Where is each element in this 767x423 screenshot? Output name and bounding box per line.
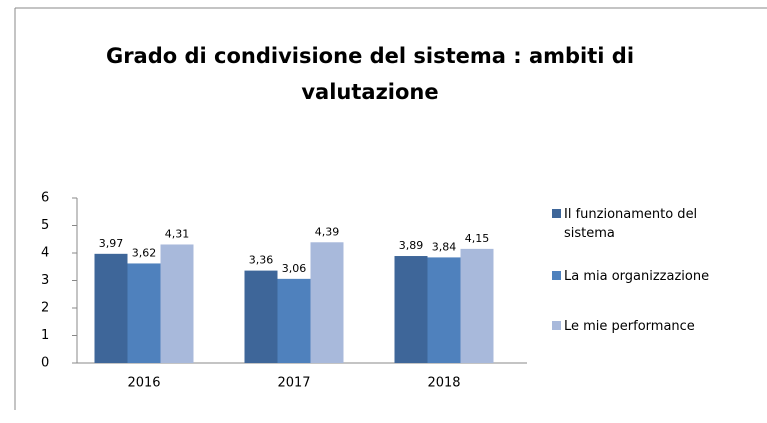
legend-swatch (552, 271, 561, 280)
bar (460, 248, 494, 363)
bar (244, 270, 278, 363)
bar (160, 244, 194, 363)
value-label: 3,06 (282, 262, 307, 275)
legend-label: La mia organizzazione (564, 269, 710, 284)
y-tick-label: 1 (41, 328, 49, 343)
bar (427, 257, 461, 363)
bar (277, 278, 311, 363)
legend-swatch (552, 209, 561, 218)
value-label: 3,36 (249, 254, 274, 267)
y-tick-label: 6 (41, 191, 49, 206)
y-tick-label: 4 (41, 246, 49, 261)
value-label: 3,97 (99, 237, 124, 250)
legend-swatch (552, 321, 561, 330)
value-label: 4,39 (315, 225, 340, 238)
value-label: 4,15 (465, 232, 490, 245)
legend-label: Il funzionamento del sistema (564, 207, 698, 241)
legend-label: Le mie performance (564, 319, 695, 334)
x-tick-label: 2016 (127, 376, 160, 391)
y-tick-label: 5 (41, 218, 49, 233)
value-label: 3,62 (132, 246, 157, 259)
legend-item: Il funzionamento del sistema (552, 205, 734, 243)
legend-item: Le mie performance (552, 317, 734, 336)
x-tick-label: 2017 (277, 376, 310, 391)
bar (127, 263, 161, 363)
value-label: 3,84 (432, 240, 457, 253)
y-tick-label: 3 (41, 273, 49, 288)
chart-title: Grado di condivisione del sistema : ambi… (105, 44, 635, 104)
y-tick-label: 2 (41, 301, 49, 316)
value-label: 4,31 (165, 227, 190, 240)
value-label: 3,89 (399, 239, 424, 252)
bar (310, 242, 344, 363)
x-tick-label: 2018 (427, 376, 460, 391)
legend-item: La mia organizzazione (552, 267, 734, 286)
bar (94, 253, 128, 363)
y-tick-label: 0 (41, 356, 49, 371)
bar (394, 256, 428, 363)
